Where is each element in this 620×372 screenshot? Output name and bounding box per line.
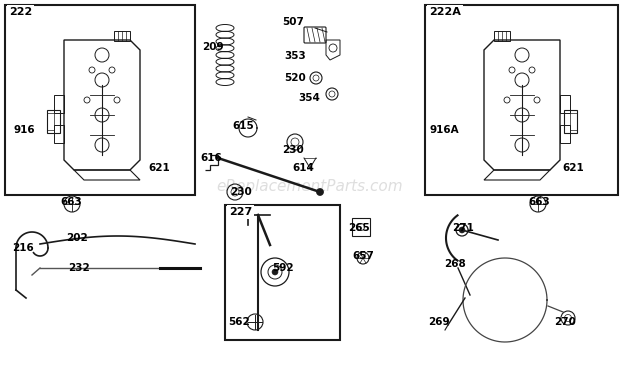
Text: 269: 269: [428, 317, 450, 327]
Text: 562: 562: [228, 317, 250, 327]
Text: 616: 616: [200, 153, 222, 163]
Text: 353: 353: [284, 51, 306, 61]
Bar: [494, 31, 510, 41]
Text: 268: 268: [444, 259, 466, 269]
Text: 916: 916: [14, 125, 35, 135]
Text: 615: 615: [232, 121, 254, 131]
Text: 507: 507: [282, 17, 304, 27]
Text: 621: 621: [562, 163, 584, 173]
Circle shape: [459, 227, 465, 233]
Text: 916A: 916A: [430, 125, 459, 135]
Bar: [425, 5, 618, 195]
Text: 592: 592: [272, 263, 294, 273]
Text: 614: 614: [292, 163, 314, 173]
Circle shape: [316, 189, 324, 196]
Text: 202: 202: [66, 233, 88, 243]
Text: 354: 354: [298, 93, 320, 103]
Text: 222: 222: [9, 7, 32, 17]
Circle shape: [272, 269, 278, 275]
Bar: [5, 5, 195, 195]
Text: 265: 265: [348, 223, 370, 233]
Text: 657: 657: [352, 251, 374, 261]
Bar: [114, 31, 130, 41]
Text: eReplacementParts.com: eReplacementParts.com: [216, 179, 404, 193]
Text: 663: 663: [60, 197, 82, 207]
Text: 270: 270: [554, 317, 576, 327]
Text: 209: 209: [202, 42, 224, 52]
Text: 663: 663: [528, 197, 550, 207]
Text: 222A: 222A: [429, 7, 461, 17]
Text: 227: 227: [229, 207, 252, 217]
Text: 232: 232: [68, 263, 90, 273]
Bar: [225, 205, 340, 340]
Text: 520: 520: [284, 73, 306, 83]
Text: 621: 621: [148, 163, 170, 173]
Text: 216: 216: [12, 243, 33, 253]
Text: 271: 271: [452, 223, 474, 233]
Bar: [352, 218, 370, 236]
Text: 230: 230: [282, 145, 304, 155]
Text: 230: 230: [230, 187, 252, 197]
